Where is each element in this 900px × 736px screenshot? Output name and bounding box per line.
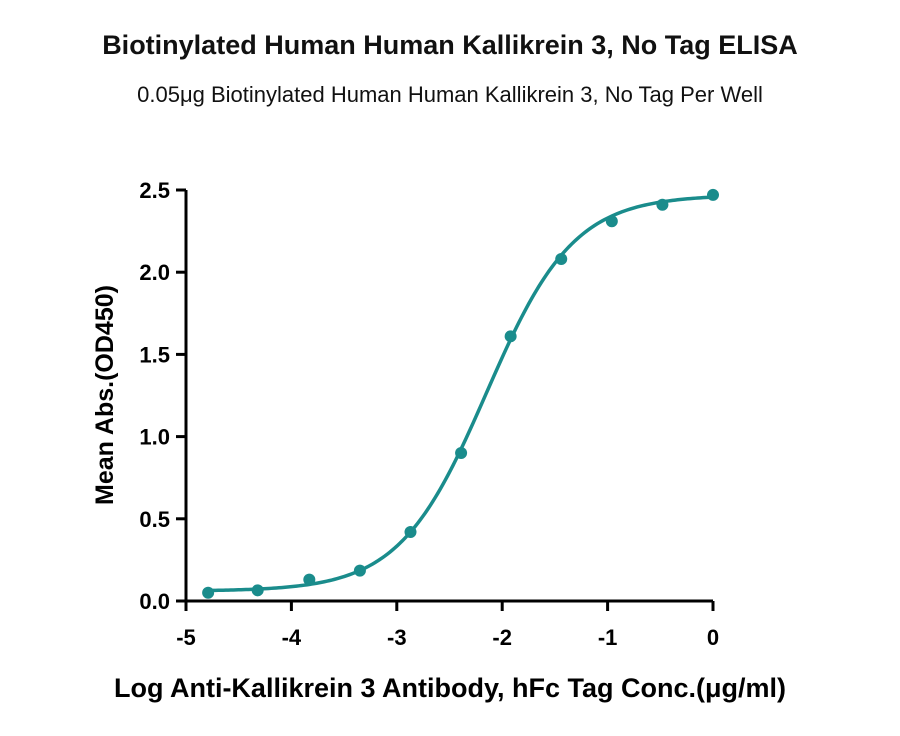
fit-curve-group	[208, 195, 714, 593]
x-tick-label: -5	[176, 625, 196, 650]
data-point	[303, 573, 316, 586]
y-tick-label: 0.0	[139, 589, 170, 614]
x-tick-label: -1	[598, 625, 618, 650]
data-point	[202, 586, 215, 599]
y-tick-label: 1.5	[139, 342, 170, 367]
data-point	[555, 253, 568, 266]
data-point	[656, 198, 669, 211]
x-tick-label: -4	[282, 625, 302, 650]
fit-curve	[208, 195, 714, 593]
data-points	[202, 188, 719, 599]
x-axis-ticks: -5 -4 -3 -2 -1 0	[176, 601, 719, 650]
data-point	[404, 525, 417, 538]
x-axis-label: Log Anti-Kallikrein 3 Antibody, hFc Tag …	[114, 673, 786, 703]
y-tick-label: 2.0	[139, 260, 170, 285]
data-point	[605, 215, 618, 228]
data-point	[455, 447, 468, 460]
data-point	[504, 330, 517, 343]
y-tick-label: 0.5	[139, 507, 170, 532]
axes	[184, 190, 713, 603]
data-point	[707, 188, 719, 201]
data-point	[251, 584, 264, 597]
y-tick-label: 2.5	[139, 178, 170, 203]
y-axis-ticks: 0.0 0.5 1.0 1.5 2.0 2.5	[139, 178, 186, 614]
y-axis-label: Mean Abs.(OD450)	[91, 285, 119, 505]
x-tick-label: -3	[387, 625, 407, 650]
chart-title: Biotinylated Human Human Kallikrein 3, N…	[102, 30, 798, 60]
x-tick-label: -2	[492, 625, 512, 650]
data-point	[353, 564, 366, 577]
x-tick-label: 0	[707, 625, 719, 650]
chart-subtitle: 0.05μg Biotinylated Human Human Kallikre…	[137, 82, 763, 107]
y-tick-label: 1.0	[139, 425, 170, 450]
